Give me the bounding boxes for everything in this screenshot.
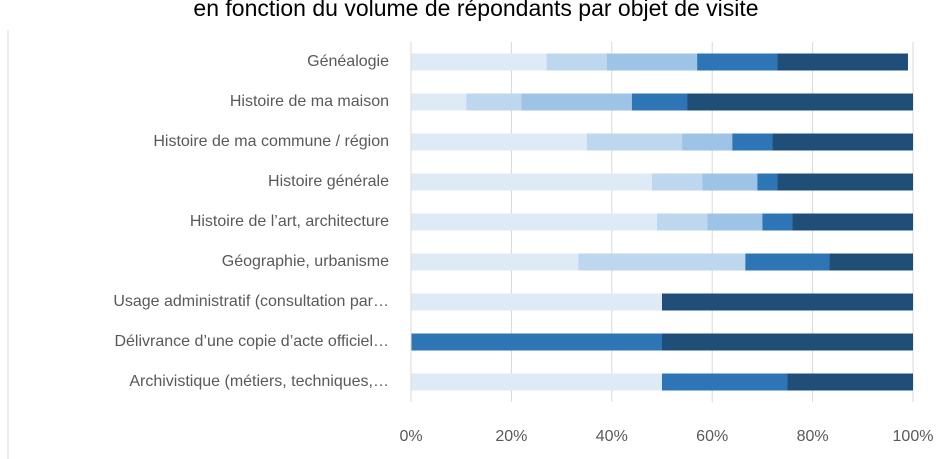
bar-segment [777,53,908,71]
x-tick-label: 100% [893,428,934,445]
bar-segment [697,53,778,71]
bar-segment [411,93,467,111]
bar-segment [521,93,632,111]
bar-segment [606,53,698,71]
y-tick-label: Histoire générale [268,173,389,190]
bar-segment [411,133,587,151]
x-tick-label: 20% [495,428,527,445]
bar-segment [586,133,683,151]
chart-title: en fonction du volume de répondants par … [193,0,758,21]
y-tick-label: Histoire de ma maison [230,93,389,110]
y-tick-label: Usage administratif (consultation par… [113,293,389,310]
bar-segment [777,173,913,191]
bar-segment [745,253,830,271]
y-tick-label: Géographie, urbanisme [222,253,389,270]
bar-segment [411,53,547,71]
bar-segment [656,213,708,231]
bar-segment [411,173,652,191]
y-tick-label: Délivrance d’une copie d’acte officiel… [114,333,389,350]
bar-segment [411,333,662,351]
x-tick-label: 0% [399,428,422,445]
bar-segment [411,253,579,271]
bar-segment [662,373,788,391]
bar-segment [411,373,662,391]
bar-segment [829,253,913,271]
y-tick-label: Généalogie [307,53,389,70]
bar-segment [792,213,913,231]
bar-segment [411,293,662,311]
x-tick-label: 60% [696,428,728,445]
bar-segment [772,133,913,151]
x-tick-label: 40% [596,428,628,445]
bar-segment [631,93,688,111]
bar-segment [757,173,778,191]
bar-segment [411,213,657,231]
y-tick-label: Archivistique (métiers, techniques,… [129,373,389,390]
bar-segment [702,173,758,191]
bar-segment [687,93,913,111]
bar-segment [732,133,773,151]
bar-segment [651,173,703,191]
bar-segment [546,53,607,71]
bar-segment [762,213,793,231]
bar-segment [682,133,733,151]
bar-segment [787,373,913,391]
bar-segment [466,93,522,111]
bar-segment [578,253,746,271]
bar-segment [707,213,763,231]
bar-segment [662,333,913,351]
x-tick-label: 80% [797,428,829,445]
bar-segment [662,293,913,311]
y-tick-label: Histoire de ma commune / région [153,133,389,150]
y-tick-label: Histoire de l’art, architecture [190,213,389,230]
